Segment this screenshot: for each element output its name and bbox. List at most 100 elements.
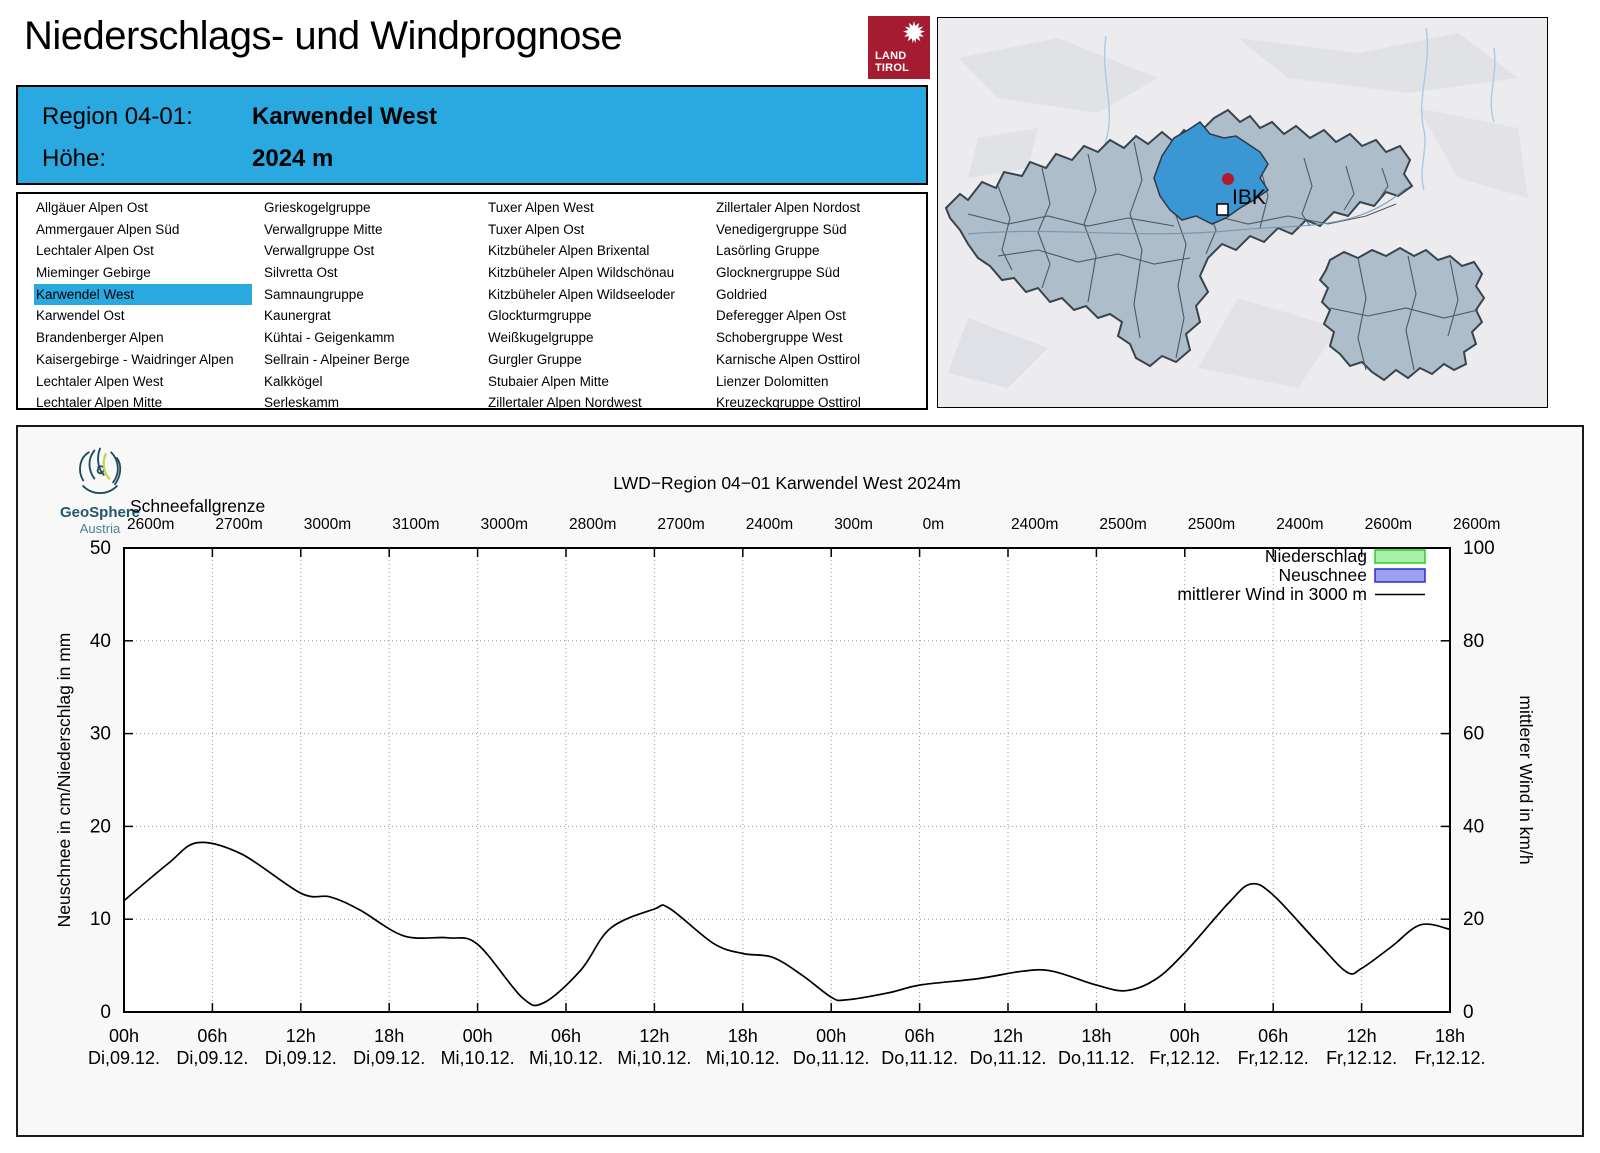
svg-text:Do,11.12.: Do,11.12.	[1058, 1048, 1135, 1068]
region-list-item[interactable]: Serleskamm	[264, 395, 340, 411]
page-title: Niederschlags- und Windprognose	[24, 14, 623, 58]
tirol-map: IBK	[938, 18, 1546, 406]
region-list-item[interactable]: Stubaier Alpen Mitte	[488, 373, 609, 389]
region-list-item[interactable]: Glocknergruppe Süd	[716, 265, 840, 281]
y-axis-labels-right: 0 20 40 60 80 100	[1463, 538, 1495, 1023]
region-list-item[interactable]: Silvretta Ost	[264, 265, 338, 281]
region-list-item[interactable]: Mieminger Gebirge	[36, 265, 151, 281]
gridlines	[124, 548, 1450, 1012]
svg-text:50: 50	[90, 538, 111, 559]
region-list-column: Tuxer Alpen West Tuxer Alpen Ost Kitzbühel…	[486, 197, 675, 414]
snowline-label: Schneefallgrenze	[130, 496, 265, 516]
region-list-item[interactable]: Allgäuer Alpen Ost	[36, 200, 148, 215]
map-region-dot	[1222, 173, 1234, 185]
map-east-tirol	[1318, 246, 1486, 382]
chart-title: LWD−Region 04−01 Karwendel West 2024m	[613, 473, 961, 493]
region-list-item[interactable]: Ammergauer Alpen Süd	[36, 221, 180, 237]
region-list-item[interactable]: Karwendel Ost	[36, 308, 125, 324]
geosphere-swirl-icon	[79, 447, 122, 494]
svg-text:12h: 12h	[993, 1026, 1023, 1046]
svg-text:Fr,12.12.: Fr,12.12.	[1149, 1048, 1220, 1068]
svg-text:00h: 00h	[463, 1026, 493, 1046]
region-list-item[interactable]: Tuxer Alpen Ost	[488, 221, 585, 237]
region-list-item[interactable]: Karwendel West	[34, 283, 252, 306]
region-list-item[interactable]: Samnaungruppe	[264, 286, 364, 302]
svg-text:0: 0	[100, 1002, 111, 1023]
svg-text:20: 20	[90, 816, 111, 837]
svg-text:Di,09.12.: Di,09.12.	[176, 1048, 248, 1068]
svg-text:30: 30	[90, 724, 111, 745]
svg-text:Fr,12.12.: Fr,12.12.	[1414, 1048, 1485, 1068]
y-axis-title-left: Neuschnee in cm/Niederschlag in mm	[54, 633, 74, 928]
svg-text:2700m: 2700m	[215, 516, 262, 533]
y-axis-labels-left: 0 10 20 30 40 50	[90, 538, 111, 1023]
region-list-item[interactable]: Kitzbüheler Alpen Brixental	[488, 243, 650, 259]
svg-text:2800m: 2800m	[569, 516, 616, 533]
geosphere-name: GeoSphere	[59, 504, 141, 521]
svg-text:2500m: 2500m	[1188, 516, 1235, 533]
region-list-item[interactable]: Karnische Alpen Osttirol	[716, 351, 861, 367]
region-list-item[interactable]: Lechtaler Alpen Ost	[36, 243, 154, 259]
region-list-item[interactable]: Deferegger Alpen Ost	[716, 308, 846, 324]
svg-text:Di,09.12.: Di,09.12.	[265, 1048, 337, 1068]
forecast-chart-panel: GeoSphere Austria 0 10 20 30 40 50 0 20 40 60 80 10…	[16, 425, 1584, 1137]
region-list-item[interactable]: Kühtai - Geigenkamm	[264, 330, 395, 346]
svg-text:3000m: 3000m	[481, 516, 528, 533]
svg-text:2600m: 2600m	[1453, 516, 1500, 533]
region-list-item[interactable]: Kaisergebirge - Waidringer Alpen	[36, 351, 234, 367]
svg-text:2600m: 2600m	[127, 516, 174, 533]
region-list-item[interactable]: Zillertaler Alpen Nordost	[716, 200, 861, 215]
svg-text:40: 40	[1463, 816, 1484, 837]
svg-text:Di,09.12.: Di,09.12.	[353, 1048, 425, 1068]
region-list-item[interactable]: Kalkkögel	[264, 373, 323, 389]
snowline-values: 2600m 2700m 3000m 3100m 3000m 2800m 2700m 2400m…	[127, 516, 1500, 533]
x-axis-labels: 00h 06h 12h 18h 00h 06h 12h 18h 00h 06h 12h 18h 00h 0…	[88, 1026, 1486, 1068]
region-list-item[interactable]: Kreuzeckgruppe Osttirol	[716, 395, 861, 411]
svg-text:0: 0	[1463, 1002, 1474, 1023]
region-list-item[interactable]: Lasörling Gruppe	[716, 243, 820, 259]
svg-text:2700m: 2700m	[657, 516, 704, 533]
region-list-item[interactable]: Kitzbüheler Alpen Wildseeloder	[488, 286, 675, 302]
region-list-item[interactable]: Goldried	[716, 286, 768, 302]
region-list-item[interactable]: Weißkugelgruppe	[488, 330, 594, 346]
plot-area	[124, 548, 1450, 1012]
region-list-item[interactable]: Sellrain - Alpeiner Berge	[264, 351, 410, 367]
region-list-item[interactable]: Lechtaler Alpen West	[36, 373, 164, 389]
altitude-label: Höhe:	[42, 145, 107, 172]
region-list-item[interactable]: Schobergruppe West	[716, 330, 843, 346]
svg-text:2500m: 2500m	[1099, 516, 1146, 533]
region-list-item[interactable]: Grieskogelgruppe	[264, 200, 371, 215]
svg-text:300m: 300m	[834, 516, 873, 533]
svg-text:3100m: 3100m	[392, 516, 439, 533]
tirol-eagle-icon	[903, 20, 925, 44]
region-list-item[interactable]: Kitzbüheler Alpen Wildschönau	[488, 265, 675, 281]
svg-text:00h: 00h	[816, 1026, 846, 1046]
region-list: Allgäuer Alpen Ost Ammergauer Alpen Süd Le…	[16, 192, 928, 410]
region-list-item[interactable]: Venedigergruppe Süd	[716, 221, 847, 237]
geosphere-logo: GeoSphere Austria	[52, 443, 148, 536]
region-list-item[interactable]: Kaunergrat	[264, 308, 331, 324]
map-selected-region[interactable]	[1153, 121, 1270, 225]
svg-text:10: 10	[90, 909, 111, 930]
region-list-item[interactable]: Verwallgruppe Ost	[264, 243, 375, 259]
region-list-item[interactable]: Gurgler Gruppe	[488, 351, 582, 367]
svg-text:Mi,10.12.: Mi,10.12.	[706, 1048, 780, 1068]
region-list-item[interactable]: Lienzer Dolomitten	[716, 373, 829, 389]
region-list-item[interactable]: Tuxer Alpen West	[488, 200, 594, 215]
region-list-item[interactable]: Zillertaler Alpen Nordwest	[488, 395, 642, 411]
svg-text:00h: 00h	[109, 1026, 139, 1046]
svg-text:Neuschnee: Neuschnee	[1278, 565, 1367, 585]
region-list-item[interactable]: Verwallgruppe Mitte	[264, 221, 383, 237]
region-list-item[interactable]: Lechtaler Alpen Mitte	[36, 395, 163, 411]
svg-text:Fr,12.12.: Fr,12.12.	[1326, 1048, 1397, 1068]
forecast-chart: 0 10 20 30 40 50 0 20 40 60 80 100 00h 06h 12h 18h 00h 06…	[54, 473, 1536, 1068]
svg-text:60: 60	[1463, 724, 1484, 745]
svg-text:0m: 0m	[923, 516, 945, 533]
svg-text:20: 20	[1463, 909, 1484, 930]
land-tirol-logo: LAND TIROL	[868, 16, 930, 79]
svg-text:12h: 12h	[286, 1026, 316, 1046]
region-list-item[interactable]: Glockturmgruppe	[488, 308, 592, 324]
region-list-item[interactable]: Brandenberger Alpen	[36, 330, 164, 346]
